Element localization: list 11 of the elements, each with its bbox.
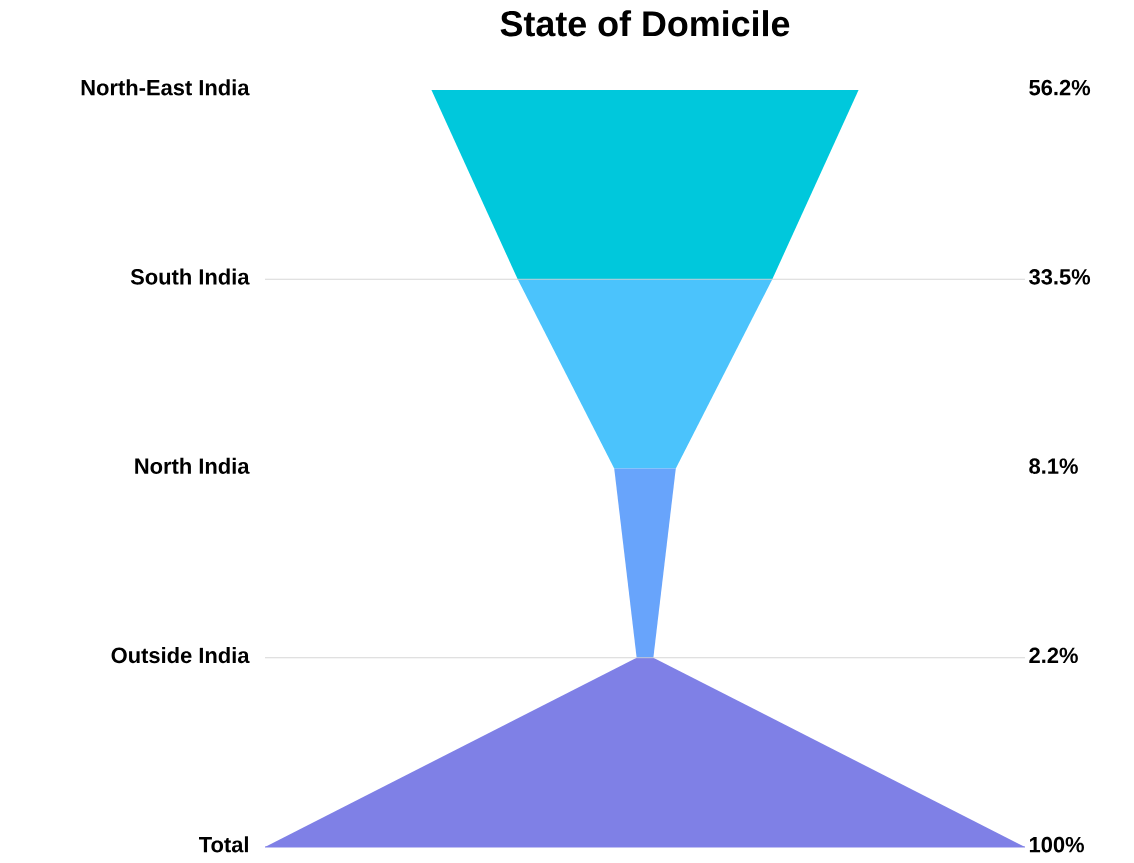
data-label: 2.2%: [1029, 647, 1078, 664]
category-label: North-East India: [81, 79, 250, 96]
category-label: Outside India: [111, 647, 250, 664]
data-label: 8.1%: [1029, 458, 1078, 474]
data-label: 56.2%: [1029, 79, 1091, 96]
text: State of Domicile: [500, 10, 790, 37]
category-label: Total: [199, 836, 248, 853]
data-label: 100%: [1029, 836, 1084, 853]
category-label: South India: [130, 268, 250, 285]
data-label: 33.5%: [1029, 269, 1091, 285]
category-label: North India: [135, 457, 250, 474]
